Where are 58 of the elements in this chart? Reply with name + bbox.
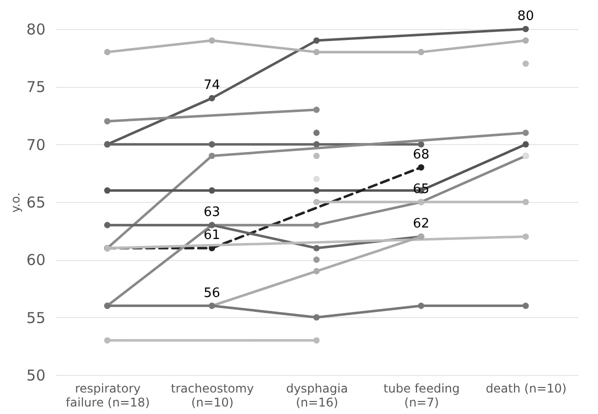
point: [313, 314, 320, 320]
point: [313, 187, 320, 194]
point: [313, 244, 320, 252]
point: [418, 141, 424, 148]
y-tick-label: 60: [26, 251, 46, 270]
x-tick-label: tube feeding (n=7): [383, 382, 460, 410]
x-tick-label: respiratory failure (n=18): [66, 382, 150, 410]
point: [418, 164, 424, 171]
y-tick-label: 50: [26, 366, 46, 384]
y-tick-label: 70: [26, 136, 46, 154]
x-tick-label: death (n=10): [486, 382, 567, 396]
x-tick-label: dysphagia (n=16): [286, 382, 348, 410]
data-label: 56: [204, 286, 220, 301]
data-label: 80: [517, 9, 534, 24]
point: [208, 152, 216, 160]
point: [313, 48, 320, 56]
data-label: 63: [204, 205, 220, 220]
point: [522, 37, 529, 44]
point: [104, 48, 110, 56]
point: [313, 176, 320, 182]
point: [522, 26, 529, 32]
point: [104, 187, 110, 194]
data-label: 74: [204, 78, 220, 94]
data-label: 61: [204, 228, 220, 244]
point: [522, 130, 529, 136]
point: [208, 37, 216, 44]
point: [313, 337, 320, 344]
point: [313, 37, 320, 44]
point: [313, 268, 320, 274]
point: [208, 141, 216, 148]
data-label: 65: [412, 182, 430, 197]
point: [104, 337, 110, 344]
x-tick-label: tracheostomy (n=10): [170, 382, 254, 410]
point: [313, 106, 320, 113]
y-tick-label: 75: [26, 78, 46, 96]
data-label: 68: [412, 147, 430, 162]
point: [313, 222, 320, 228]
data-label: 62: [412, 216, 430, 232]
point: [522, 302, 529, 309]
point: [104, 222, 110, 228]
point: [104, 118, 110, 124]
point: [313, 141, 320, 148]
y-tick-label: 80: [26, 20, 46, 38]
point: [522, 141, 529, 148]
y-tick-label: 65: [26, 194, 46, 212]
point: [418, 48, 424, 56]
point: [313, 198, 320, 206]
point: [522, 198, 529, 206]
y-axis-title: y.o.: [8, 192, 22, 213]
point: [208, 95, 216, 102]
point: [418, 302, 424, 309]
point: [313, 130, 320, 136]
point: [208, 187, 216, 194]
point: [313, 256, 320, 263]
y-tick-label: 55: [26, 308, 46, 327]
point: [522, 233, 529, 240]
point: [522, 60, 529, 67]
point: [313, 152, 320, 160]
